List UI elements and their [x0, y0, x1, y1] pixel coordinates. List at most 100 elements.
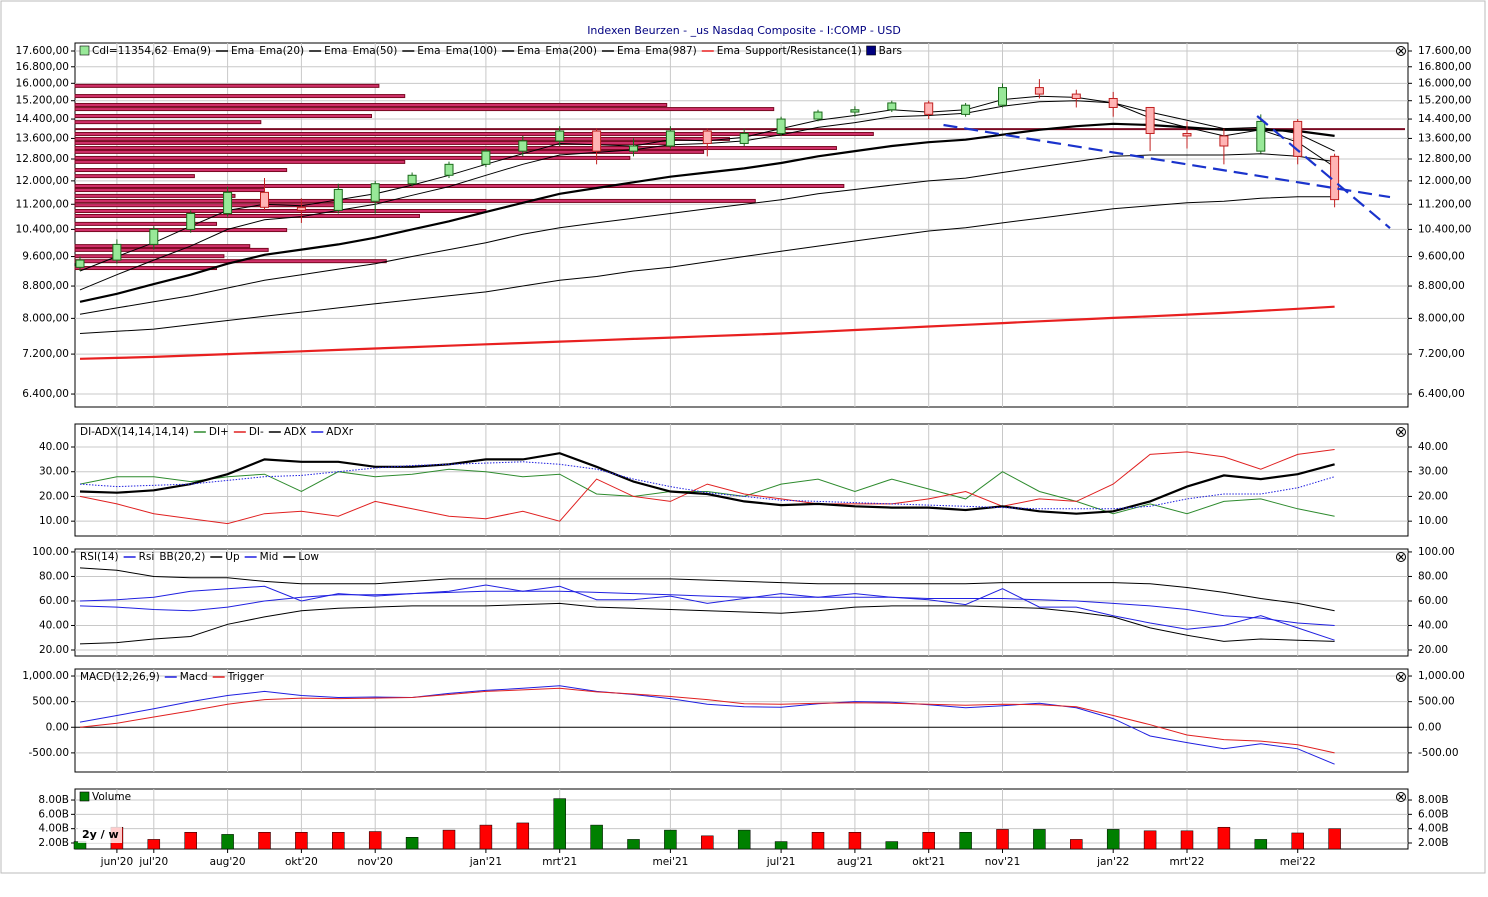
candle-body	[333, 188, 343, 211]
indicator-line	[79, 584, 1335, 641]
close-button-icon[interactable]	[1398, 554, 1404, 560]
volume-bar	[553, 798, 566, 850]
legend-label: MACD(12,26,9)	[80, 671, 160, 683]
legend-swatch	[866, 45, 876, 56]
panel-frame	[74, 423, 1409, 537]
period-button[interactable]	[78, 827, 122, 843]
candle-body	[75, 259, 85, 268]
candle-body	[924, 102, 934, 115]
candle-body	[149, 228, 159, 245]
indicator-line	[79, 449, 1335, 525]
y2-tick-label: 16.000,00	[1418, 77, 1471, 89]
candle-body	[260, 191, 269, 208]
y2-tick-label: 4.00B	[1418, 823, 1449, 835]
indicator-line	[79, 461, 1335, 510]
legend-label: DI-ADX(14,14,14,14)	[80, 426, 189, 438]
support-resistance-bar	[74, 159, 406, 164]
y2-tick-label: 40.00	[1418, 441, 1448, 453]
y-tick-label: 8.000,00	[22, 312, 69, 324]
y-tick-label: 14.400,00	[16, 113, 69, 125]
indicator-line	[79, 687, 1335, 754]
support-resistance-bar	[74, 188, 265, 193]
volume-bar	[885, 841, 899, 850]
legend-group: Ema(50)	[352, 45, 397, 57]
indicator-line	[79, 468, 1335, 517]
volume-bar	[848, 831, 862, 850]
y2-tick-label: 12.800,00	[1418, 153, 1471, 165]
y-tick-label: 15.200,00	[16, 95, 69, 107]
y-tick-label: 16.000,00	[16, 77, 69, 89]
y-tick-label: 8.800,00	[22, 280, 69, 292]
y-tick-label: 20.00	[39, 490, 69, 502]
y-tick-label: 17.600,00	[16, 45, 69, 57]
y-tick-label: 20.00	[39, 644, 69, 656]
volume-bar	[701, 835, 714, 850]
close-button-icon[interactable]	[1398, 429, 1404, 435]
x-tick-label: nov'21	[985, 856, 1021, 868]
support-resistance-bar	[74, 120, 262, 125]
panel-frame	[74, 548, 1409, 657]
y-tick-label: 40.00	[39, 441, 69, 453]
candle-body	[887, 102, 897, 111]
x-tick-label: jul'21	[766, 856, 796, 868]
support-resistance-bar	[74, 247, 269, 252]
candle-body	[1071, 93, 1081, 99]
candle-body	[850, 109, 860, 113]
volume-bar	[737, 829, 751, 850]
volume-bar	[332, 831, 345, 850]
close-button-icon[interactable]	[1398, 48, 1404, 54]
volume-bar	[442, 829, 456, 850]
volume-bar	[221, 834, 234, 850]
y-tick-label: 60.00	[39, 595, 69, 607]
y2-tick-label: 8.800,00	[1418, 280, 1465, 292]
x-tick-label: okt'20	[285, 856, 318, 868]
candle-body	[998, 87, 1007, 106]
ema-line	[79, 122, 1335, 303]
y-tick-label: -500.00	[28, 747, 69, 759]
period-label[interactable]: 2y / w	[82, 828, 119, 841]
volume-bar	[405, 837, 419, 850]
y2-tick-label: 60.00	[1418, 595, 1448, 607]
candle-body	[296, 206, 306, 211]
legend-entry: Support/Resistance(1)	[745, 45, 862, 57]
support-resistance-bar	[74, 213, 420, 218]
legend-entry: Mid	[260, 551, 279, 563]
volume-bar	[1070, 839, 1083, 850]
volume-bar	[1217, 826, 1231, 850]
y2-tick-label: 13.600,00	[1418, 132, 1471, 144]
y2-tick-label: 7.200,00	[1418, 348, 1465, 360]
candle-body	[665, 130, 675, 147]
y-tick-label: 80.00	[39, 570, 69, 582]
x-tick-label: nov'20	[357, 856, 393, 868]
candle-body	[1219, 135, 1229, 147]
y-tick-label: 40.00	[39, 619, 69, 631]
y2-tick-label: 8.00B	[1418, 794, 1449, 806]
x-tick-label: mei'22	[1280, 856, 1316, 868]
y2-tick-label: 20.00	[1418, 644, 1448, 656]
close-button-icon[interactable]	[1398, 794, 1404, 800]
support-resistance-bar	[74, 168, 288, 173]
volume-bar	[479, 824, 493, 850]
x-tick-label: aug'21	[837, 856, 873, 868]
support-resistance-bar	[74, 102, 668, 107]
close-button-icon[interactable]	[1398, 674, 1404, 680]
volume-bar	[516, 822, 530, 850]
candle-body	[407, 174, 417, 185]
y-tick-label: 4.00B	[38, 823, 69, 835]
support-resistance-bar	[74, 221, 218, 226]
y-tick-label: 1,000.00	[22, 670, 69, 682]
y-tick-label: 6.400,00	[22, 388, 69, 400]
support-resistance-bar	[74, 83, 380, 88]
y2-tick-label: 20.00	[1418, 490, 1448, 502]
x-tick-label: jun'20	[100, 856, 133, 868]
volume-bar	[1328, 828, 1341, 850]
legend-entry: Up	[225, 551, 240, 563]
legend-entry: Rsi	[139, 551, 155, 563]
y-tick-label: 9.600,00	[22, 251, 69, 263]
candle-body	[370, 183, 380, 202]
y-tick-label: 7.200,00	[22, 348, 69, 360]
candle-body	[223, 191, 233, 214]
legend-group: Ema(987)	[645, 45, 697, 57]
support-resistance-bar	[74, 107, 775, 112]
legend-entry: Ema	[324, 45, 347, 57]
